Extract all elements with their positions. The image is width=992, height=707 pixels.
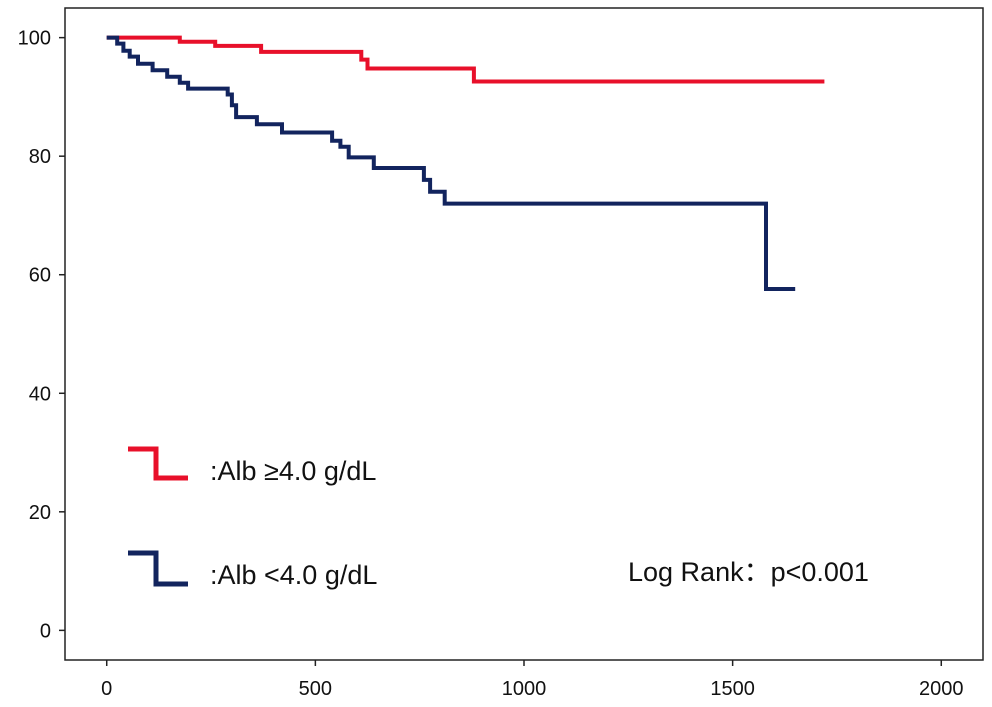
- legend-swatch-alb-lt4: [128, 550, 188, 587]
- y-tick-label: 0: [40, 620, 51, 642]
- y-tick-label: 20: [29, 502, 51, 524]
- x-tick-label: 1500: [710, 678, 755, 700]
- series-line-1: [106, 35, 796, 291]
- legend: :Alb ≥4.0 g/dL :Alb <4.0 g/dL: [128, 446, 377, 590]
- axes-layer: 0 500 1000 1500 2000 0 20 40 60 80 100: [18, 7, 984, 700]
- log-rank-annotation: Log Rank：p<0.001: [628, 557, 869, 587]
- y-tick-label: 60: [29, 265, 51, 287]
- series-line-0: [106, 35, 825, 84]
- legend-label-alb-lt4: :Alb <4.0 g/dL: [210, 560, 377, 590]
- y-tick-label: 80: [29, 146, 51, 168]
- x-tick-label: 1000: [502, 678, 547, 700]
- marks-layer: [106, 35, 825, 291]
- y-tick-label: 40: [29, 383, 51, 405]
- y-tick-label: 100: [18, 28, 51, 50]
- x-tick-label: 500: [299, 678, 332, 700]
- x-tick-label: 2000: [919, 678, 964, 700]
- x-tick-label: 0: [101, 678, 112, 700]
- legend-swatch-alb-ge4: [128, 446, 188, 481]
- legend-label-alb-ge4: :Alb ≥4.0 g/dL: [210, 456, 376, 486]
